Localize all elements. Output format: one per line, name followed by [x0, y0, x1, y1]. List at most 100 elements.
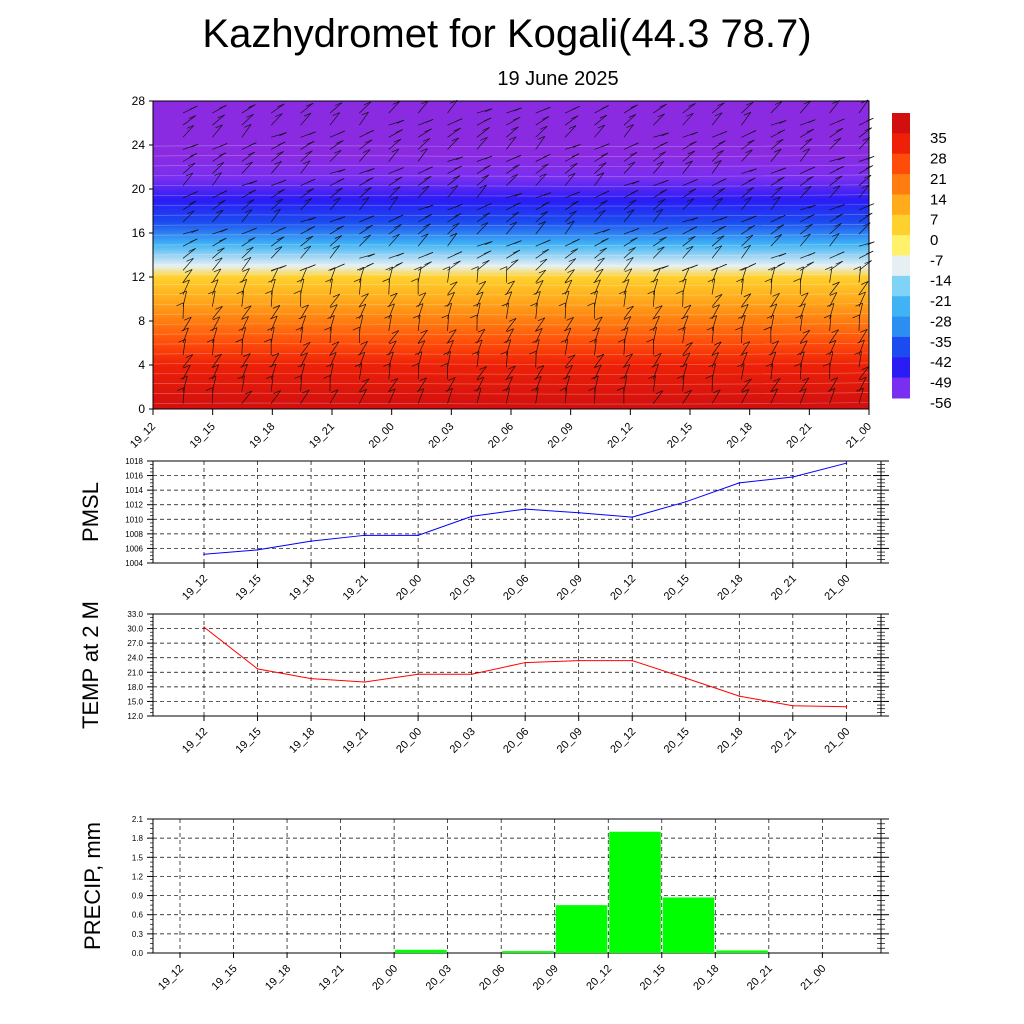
y-tick-label: 1016 [125, 472, 143, 481]
wind-barb [241, 227, 257, 235]
y-tick-label: 15.0 [127, 697, 143, 706]
wind-barb [300, 150, 313, 162]
wind-barb [447, 203, 463, 211]
wind-barb [384, 314, 392, 331]
x-tick-label: 20_18 [691, 963, 721, 993]
wind-barb [741, 149, 753, 162]
data-point [577, 511, 580, 514]
wind-barb [417, 329, 428, 344]
wind-barb [417, 148, 428, 162]
wind-barb [770, 234, 782, 247]
wind-barb [829, 281, 840, 295]
wind-barb [653, 265, 669, 271]
y-tick-label: 21.0 [127, 668, 143, 677]
wind-barb [502, 387, 510, 404]
wind-barb [649, 327, 657, 344]
colorbar-swatch [892, 194, 910, 216]
wind-barb [741, 187, 754, 199]
wind-barb [270, 236, 285, 247]
wind-barb [711, 304, 720, 319]
wind-barb [271, 132, 287, 138]
wind-barb [855, 302, 863, 319]
wind-barb [561, 290, 570, 307]
wind-barb [653, 141, 668, 150]
wind-barb [594, 105, 609, 114]
wind-barb [241, 246, 254, 259]
wind-barb [741, 139, 755, 150]
data-point [256, 668, 259, 670]
wind-barb [682, 198, 695, 211]
wind-barb [535, 258, 548, 271]
wind-barb [708, 363, 716, 380]
wind-barb [535, 328, 543, 344]
wind-barb [741, 215, 757, 223]
wind-barb [476, 137, 488, 150]
y-tick-label: 33.0 [127, 610, 143, 619]
wind-barb [829, 185, 841, 199]
x-tick-label: 19_18 [287, 726, 317, 756]
wind-barb [241, 316, 249, 332]
wind-barb [590, 290, 598, 307]
wind-barb [711, 341, 722, 356]
contour-line [152, 164, 870, 167]
wind-barb [212, 237, 227, 247]
wind-barb [182, 248, 196, 259]
wind-barb [182, 279, 190, 295]
wind-barb [239, 279, 248, 295]
contour-line [152, 382, 870, 385]
wind-barb [271, 141, 286, 150]
wind-barb [329, 149, 342, 162]
y-tick-label: 2.1 [132, 815, 144, 824]
contour-line [152, 174, 870, 177]
wind-barb [212, 228, 228, 235]
wind-barb [506, 240, 522, 247]
wind-barb [300, 160, 311, 174]
wind-barb [647, 290, 656, 307]
wind-barb [241, 104, 256, 114]
y-tick-label: 1.5 [132, 853, 144, 862]
wind-barb [564, 144, 581, 150]
wind-barb [417, 185, 430, 199]
wind-barb [739, 266, 747, 283]
wind-barb [241, 305, 252, 320]
colorbar-label: 14 [930, 191, 947, 208]
wind-barb [388, 262, 403, 271]
wind-barb [417, 261, 432, 271]
wind-barb [268, 363, 277, 380]
wind-barb [388, 176, 403, 186]
wind-barb [711, 352, 719, 368]
wind-barb [680, 315, 689, 332]
wind-barb [241, 189, 256, 199]
wind-barb [414, 351, 423, 368]
heatmap-x-tick-label: 20_00 [367, 421, 397, 451]
wind-barb [770, 292, 780, 307]
wind-barb [182, 200, 197, 211]
y-tick-label: 0.3 [132, 930, 144, 939]
wind-barb [359, 215, 375, 223]
contour-line [152, 224, 870, 227]
colorbar-label: -49 [930, 374, 952, 391]
colorbar-swatch [892, 336, 910, 358]
wind-barb [270, 208, 281, 223]
wind-barb [711, 130, 728, 138]
wind-barb [388, 186, 401, 199]
y-tick-label: 30.0 [127, 625, 143, 634]
wind-barb [800, 176, 814, 186]
wind-barb [711, 140, 726, 150]
wind-barb [682, 179, 698, 187]
wind-barb [799, 292, 809, 307]
y-tick-label: 0.6 [132, 911, 144, 920]
wind-barb [300, 198, 312, 211]
wind-barb [594, 353, 605, 368]
wind-barb [858, 376, 867, 392]
x-tick-label: 20_06 [477, 963, 507, 993]
wind-barb [270, 352, 280, 368]
wind-barb [359, 388, 367, 404]
data-point [845, 705, 848, 708]
wind-barb [535, 116, 550, 126]
wind-barb [294, 375, 303, 392]
y-axis-label: TEMP at 2 M [78, 601, 103, 729]
wind-barb [558, 302, 567, 319]
wind-barb [623, 152, 638, 162]
wind-barb [182, 105, 198, 114]
